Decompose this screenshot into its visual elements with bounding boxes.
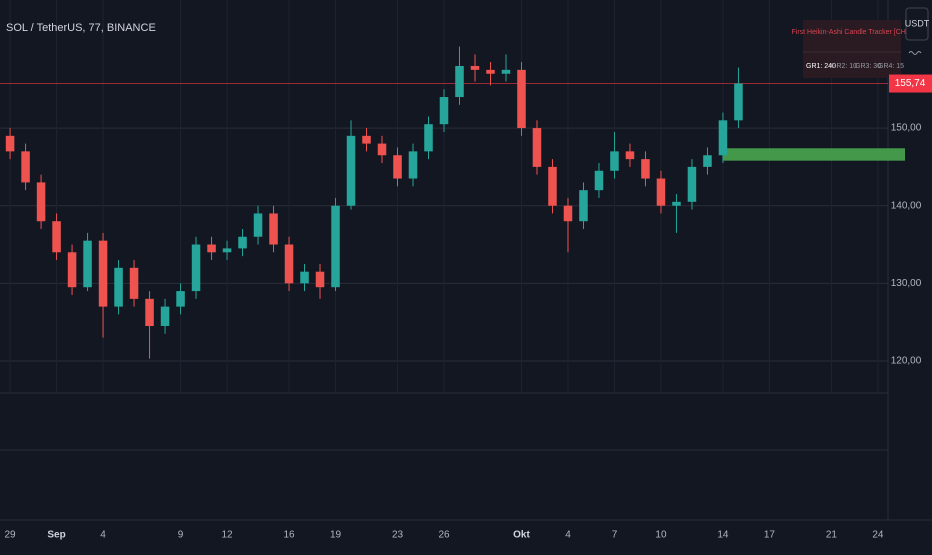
candle-body (734, 83, 743, 121)
candle-body (594, 170, 604, 191)
candle-body (98, 240, 108, 307)
candle-body (625, 151, 635, 160)
candle-body (656, 178, 666, 206)
currency-label[interactable]: USDT (905, 18, 930, 28)
x-tick-label: 19 (330, 530, 342, 541)
x-tick-label: 17 (764, 530, 776, 541)
indicator-cell: GR3: 30 (855, 63, 881, 70)
price-label-box (889, 74, 932, 93)
y-tick-label: 140,00 (891, 200, 922, 211)
candle-body (532, 128, 542, 167)
x-tick-label: 7 (612, 530, 618, 541)
candle-body (470, 65, 480, 70)
candle-body (331, 205, 340, 288)
candle-body (439, 97, 449, 125)
candle-body (129, 267, 139, 299)
candle-body (284, 244, 294, 284)
y-tick-label: 130,00 (891, 278, 922, 289)
indicator-panel: First Heikin-Ashi Candle Tracker [CHE] G… (792, 20, 913, 78)
x-tick-label: 4 (565, 530, 571, 541)
indicator-title: First Heikin-Ashi Candle Tracker [CHE] (792, 29, 913, 36)
candle-body (83, 240, 92, 288)
x-tick-label: 24 (872, 530, 884, 541)
candle-body (21, 151, 30, 183)
candle-body (377, 143, 387, 156)
indicator-box (803, 20, 901, 78)
candle-body (114, 267, 123, 307)
indicator-cell: GR4: 15 (878, 63, 904, 70)
x-tick-label: 23 (392, 530, 404, 541)
candle-body (579, 190, 588, 222)
candle-body (641, 159, 650, 179)
x-tick-label: 10 (655, 530, 667, 541)
candle-body (517, 69, 526, 129)
x-tick-label: 4 (100, 530, 106, 541)
candle-body (346, 135, 356, 206)
candle-body (5, 135, 15, 152)
candle-body (362, 135, 371, 144)
x-tick-label: 9 (178, 530, 184, 541)
candle-body (687, 166, 697, 202)
x-tick-label: 16 (283, 530, 295, 541)
price-label: 155,74 (895, 78, 926, 89)
candle-body (424, 124, 433, 152)
candle-body (145, 298, 154, 327)
scale-icon[interactable] (908, 51, 922, 55)
x-tick-label: 21 (826, 530, 838, 541)
candle-body (160, 306, 170, 327)
candle-body (222, 248, 232, 253)
indicator-cell: GR2: 10 (831, 63, 857, 70)
candle-body (548, 166, 557, 206)
candle-body (703, 155, 712, 167)
x-tick-label: Okt (513, 530, 530, 541)
indicator-cell: GR1: 240 (806, 63, 836, 70)
x-tick-label: 14 (717, 530, 729, 541)
candle-body (718, 120, 728, 156)
y-tick-label: 120,00 (891, 356, 922, 367)
candle-body (408, 151, 418, 179)
x-tick-label: 26 (438, 530, 450, 541)
x-tick-label: Sep (47, 530, 65, 541)
candle-body (672, 201, 681, 206)
x-tick-label: 12 (221, 530, 233, 541)
candle-body (36, 182, 46, 222)
candle-body (610, 151, 619, 171)
candle-body (207, 244, 216, 253)
candle-body (501, 69, 511, 74)
candle-body (455, 65, 464, 98)
candle-body (315, 271, 325, 288)
candle-body (300, 271, 309, 284)
y-tick-label: 150,00 (891, 123, 922, 134)
candle-body (269, 213, 278, 245)
candle-body (563, 205, 573, 222)
currency-button[interactable]: USDT (905, 7, 930, 41)
chart-title: SOL / TetherUS, 77, BINANCE (6, 22, 156, 34)
candle-body (52, 221, 61, 253)
x-tick-label: 29 (5, 530, 17, 541)
candle-body (176, 291, 185, 307)
candle-body (191, 244, 201, 292)
currency-button-box[interactable] (905, 7, 929, 41)
candle-body (486, 69, 495, 74)
zone (722, 148, 905, 161)
candle-body (67, 252, 77, 288)
candle-body (253, 213, 263, 237)
candle-body (393, 155, 402, 179)
candle-body (238, 236, 247, 249)
